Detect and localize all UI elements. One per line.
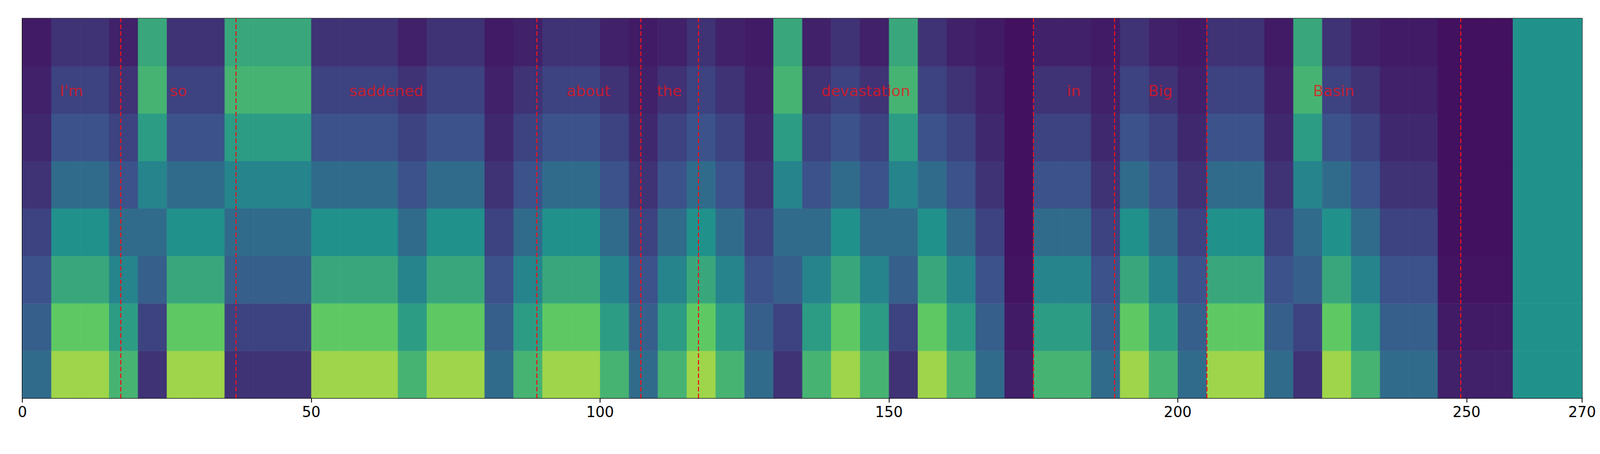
svg-text:50: 50 (301, 403, 321, 421)
svg-text:100: 100 (586, 403, 615, 421)
svg-text:in: in (1067, 82, 1082, 100)
svg-text:Basin: Basin (1313, 82, 1355, 100)
svg-text:200: 200 (1163, 403, 1192, 421)
svg-text:Big: Big (1148, 82, 1173, 100)
svg-text:0: 0 (17, 403, 28, 421)
svg-text:so: so (170, 82, 188, 100)
svg-text:250: 250 (1452, 403, 1481, 421)
svg-text:270: 270 (1568, 403, 1597, 421)
svg-text:the: the (657, 82, 682, 100)
svg-text:150: 150 (875, 403, 904, 421)
svg-text:saddened: saddened (349, 82, 424, 100)
svg-text:I'm: I'm (59, 82, 84, 100)
svg-text:devastation: devastation (821, 82, 911, 100)
svg-text:about: about (566, 82, 611, 100)
